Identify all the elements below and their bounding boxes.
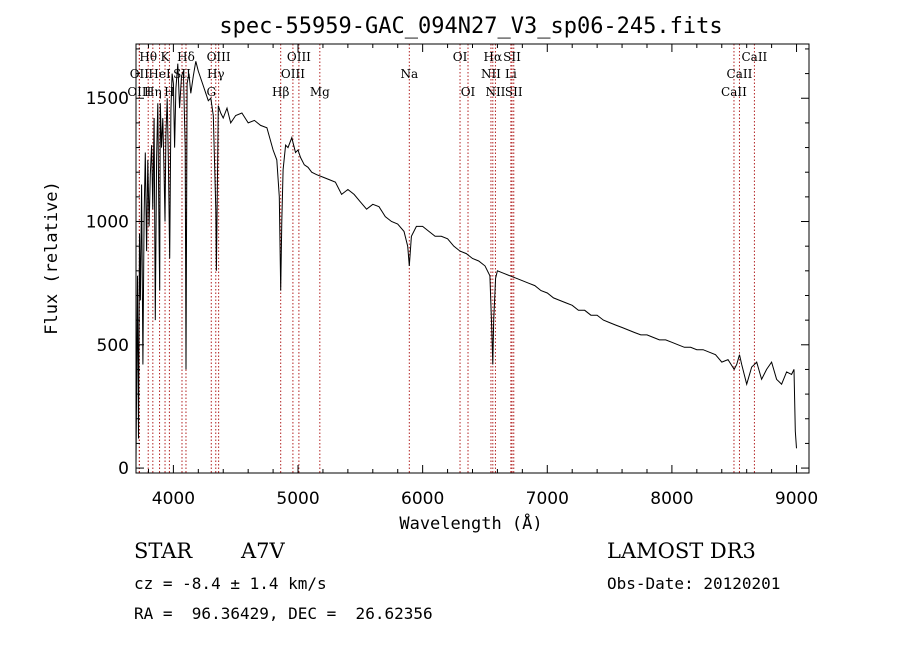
x-axis-ticks: 4000 5000 6000 7000 8000 9000	[147, 44, 818, 509]
object-subclass: A7V	[241, 539, 285, 563]
survey-name: LAMOST DR3	[607, 539, 756, 563]
observation-date: Obs-Date: 20120201	[607, 574, 781, 593]
spectral-line-markers	[138, 44, 755, 473]
spectral-line-label: Hγ	[207, 67, 225, 81]
spectral-line-label: OIII	[287, 50, 311, 64]
spectral-line-label: Hδ	[177, 50, 195, 64]
spectral-line-label: SII	[505, 85, 523, 99]
spectral-line-label: OIII	[207, 50, 231, 64]
spectral-line-label: Li	[505, 67, 517, 81]
spectral-line-label: OI	[453, 50, 468, 64]
spectral-line-label: CaII	[721, 85, 747, 99]
spectral-line-label: G	[206, 85, 216, 99]
x-tick-label: 7000	[526, 489, 569, 509]
redshift-velocity: cz = -8.4 ± 1.4 km/s	[134, 574, 327, 593]
x-axis-label: Wavelength (Å)	[399, 512, 542, 534]
y-tick-label: 1000	[86, 213, 129, 233]
spectral-line-label: Hα	[484, 50, 503, 64]
spectral-line-label: CaII	[741, 50, 767, 64]
spectral-line-label: K	[161, 50, 171, 64]
spectral-line-label: OI	[461, 85, 476, 99]
x-tick-label: 4000	[152, 489, 195, 509]
spectral-line-label: HeI	[148, 67, 171, 81]
spectral-line-label: Na	[400, 67, 418, 81]
x-tick-label: 6000	[401, 489, 444, 509]
y-axis-label: Flux (relative)	[42, 181, 62, 335]
spectral-line-label: H	[164, 85, 174, 99]
spectral-line-label: OIII	[281, 67, 305, 81]
chart-title: spec-55959-GAC_094N27_V3_sp06-245.fits	[219, 14, 722, 39]
y-tick-label: 0	[118, 459, 129, 479]
spectrum-series-line	[135, 61, 797, 464]
spectral-line-label: Hθ	[139, 50, 157, 64]
y-axis-ticks: 0 500 1000 1500	[86, 48, 809, 479]
spectral-line-label: Hβ	[272, 85, 289, 99]
spectral-line-label: CaII	[727, 67, 753, 81]
spectral-line-label: NII	[481, 67, 501, 81]
spectral-line-label: NII	[485, 85, 505, 99]
x-tick-label: 5000	[276, 489, 319, 509]
coordinates: RA = 96.36429, DEC = 26.62356	[134, 604, 433, 623]
spectral-line-label: Mg	[310, 85, 330, 99]
spectral-line-label: OIII	[127, 85, 151, 99]
y-tick-label: 500	[97, 336, 129, 356]
spectral-line-label: Hη	[144, 85, 162, 99]
x-tick-label: 8000	[650, 489, 693, 509]
x-tick-label: 9000	[775, 489, 818, 509]
object-class: STAR	[134, 539, 193, 563]
spectral-line-label: SII	[503, 50, 521, 64]
y-tick-label: 1500	[86, 89, 129, 109]
